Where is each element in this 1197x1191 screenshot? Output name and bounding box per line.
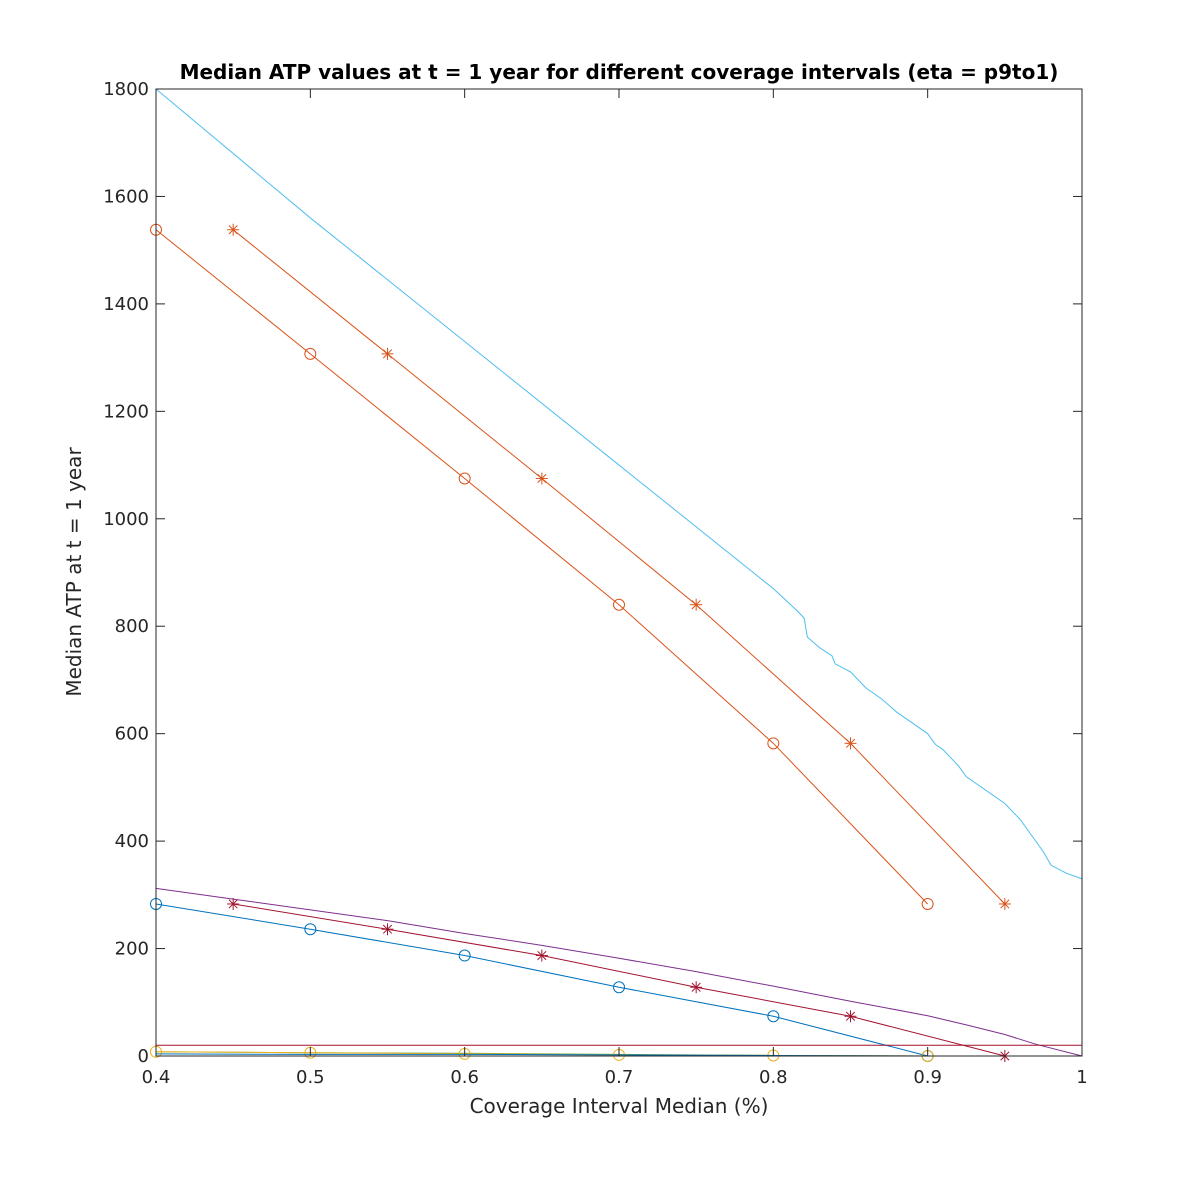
series-1 — [150, 223, 934, 910]
y-tick-label: 600 — [115, 724, 149, 745]
star-marker — [381, 923, 394, 936]
x-tick-label: 0.7 — [605, 1067, 634, 1088]
star-stroke — [537, 473, 547, 484]
x-tick-label: 0.9 — [913, 1067, 942, 1088]
star-stroke — [691, 982, 701, 992]
y-axis-label: Median ATP at t = 1 year — [62, 447, 86, 697]
series-2 — [227, 223, 1011, 910]
star-marker — [690, 598, 703, 611]
star-stroke — [537, 950, 547, 961]
x-axis-label: Coverage Interval Median (%) — [470, 1094, 769, 1118]
circle-marker — [304, 923, 317, 936]
y-tick-label: 200 — [115, 939, 149, 960]
circle-marker — [767, 1010, 780, 1023]
y-tick-label: 1600 — [103, 186, 149, 207]
chart-title: Median ATP values at t = 1 year for diff… — [180, 60, 1059, 84]
x-tick-label: 0.8 — [759, 1067, 788, 1088]
y-tick-label: 1800 — [103, 79, 149, 100]
series-line — [232, 229, 1006, 905]
tick-layer: 0.4 0.5 0.6 0.7 0.8 0.9 1 0 200 400 600 800 1000 1200… — [103, 79, 1088, 1088]
star-marker — [535, 472, 548, 485]
circle-marker — [458, 472, 471, 485]
circle-marker — [304, 347, 317, 360]
x-tick-label: 0.4 — [142, 1067, 171, 1088]
plot-area — [156, 89, 1082, 1056]
series-3 — [155, 887, 1083, 1057]
star-marker — [227, 223, 240, 236]
y-tick-label: 800 — [115, 616, 149, 637]
star-marker — [998, 897, 1011, 910]
series-0 — [155, 88, 1083, 880]
series-line — [155, 903, 928, 1057]
circle-marker — [613, 598, 625, 611]
series-line — [155, 229, 929, 905]
circle-marker — [613, 981, 625, 994]
circle-marker — [921, 897, 934, 910]
x-tick-label: 0.6 — [450, 1067, 479, 1088]
star-marker — [535, 949, 548, 962]
y-tick-label: 1200 — [103, 401, 149, 422]
star-stroke — [382, 349, 393, 359]
x-tick-label: 0.5 — [296, 1067, 325, 1088]
series-line — [155, 88, 1083, 880]
star-marker — [381, 347, 394, 360]
star-stroke — [1000, 899, 1010, 909]
star-marker — [844, 737, 857, 750]
star-marker — [227, 897, 240, 910]
circle-marker — [767, 737, 780, 750]
y-tick-label: 0 — [138, 1046, 149, 1067]
star-stroke — [382, 924, 393, 934]
series-line — [155, 887, 1083, 1057]
y-tick-label: 1000 — [103, 509, 149, 530]
star-stroke — [691, 600, 701, 610]
series-line — [233, 903, 1005, 1057]
star-stroke — [228, 225, 238, 235]
star-marker — [690, 981, 703, 994]
x-tick-label: 1 — [1076, 1067, 1087, 1088]
y-tick-label: 1400 — [103, 294, 149, 315]
circle-marker — [458, 949, 471, 962]
star-stroke — [845, 1011, 856, 1021]
star-stroke — [845, 738, 856, 748]
star-marker — [844, 1010, 857, 1023]
y-tick-label: 400 — [115, 831, 149, 852]
star-stroke — [228, 899, 238, 909]
